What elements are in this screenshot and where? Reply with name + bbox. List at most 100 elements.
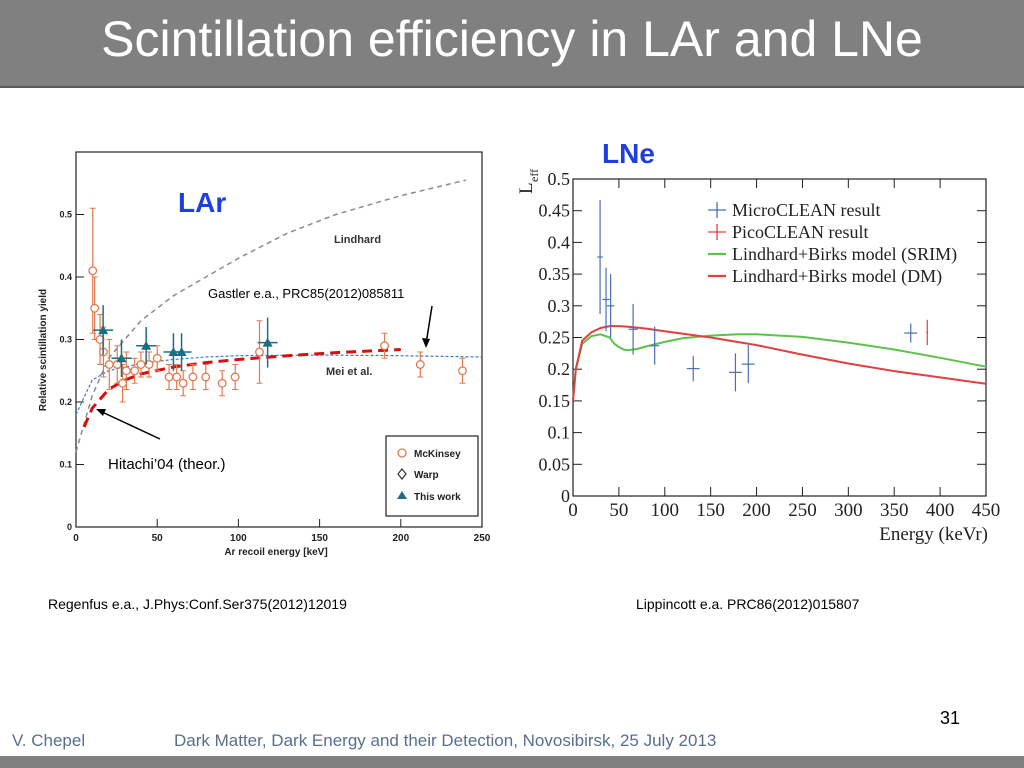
legend-warp: Warp: [414, 470, 439, 481]
lne-legend-entry: Lindhard+Birks model (SRIM): [732, 244, 957, 265]
lne-y-axis-label: L eff: [516, 169, 541, 194]
lar-y-tick-label: 0.2: [59, 397, 72, 407]
lne-y-tick-label: 0.35: [539, 264, 571, 284]
lne-x-tick-label: 0: [568, 500, 578, 521]
mckinsey-point: [144, 360, 154, 369]
lne-x-axis-label: Energy (keVr): [879, 524, 988, 545]
lne-x-tick-label: 50: [609, 500, 628, 521]
lar-curve-gastler: [82, 348, 401, 428]
lar-y-tick-label: 0: [67, 522, 72, 532]
mckinsey-point: [152, 353, 162, 363]
legend-mckinsey: McKinsey: [414, 449, 461, 460]
lar-points: [88, 207, 467, 403]
lar-curves: [75, 179, 483, 453]
slide-title: Scintillation efficiency in LAr and LNe: [101, 11, 923, 67]
mckinsey-point: [172, 372, 182, 382]
lne-curves: [572, 325, 987, 401]
lne-x-tick-label: 300: [834, 500, 863, 521]
lindhard-annotation: Lindhard: [334, 234, 381, 246]
lar-x-tick-label: 0: [73, 533, 79, 544]
legend-warp-marker: [397, 468, 407, 480]
lne-legend-entry: PicoCLEAN result: [732, 222, 869, 242]
lar-y-tick-label: 0.3: [59, 335, 72, 345]
thiswork-point: [262, 337, 273, 347]
mckinsey-point: [118, 378, 128, 388]
caption-left: Regenfus e.a., J.Phys:Conf.Ser375(2012)1…: [48, 596, 347, 612]
mckinsey-point: [255, 347, 264, 357]
lne-y-tick-label: 0.05: [539, 454, 571, 474]
mckinsey-point: [230, 372, 240, 382]
svg-text:eff: eff: [527, 169, 541, 182]
lar-chart: 0 50 100 150 200 250 0 0.1 0.2 0.3 0.4 0.5 LAr Lind…: [38, 151, 491, 558]
mckinsey-point: [130, 366, 140, 376]
mckinsey-point: [90, 303, 100, 313]
hitachi-arrow: [101, 411, 161, 440]
mckinsey-point: [178, 378, 188, 388]
thiswork-point: [98, 325, 109, 335]
lne-x-tick-label: 100: [651, 500, 680, 521]
lar-y-axis-label: Relative scintillation yield: [38, 289, 49, 411]
lne-x-tick-label: 450: [972, 500, 1000, 521]
thiswork-point: [176, 347, 187, 356]
mckinsey-point: [415, 360, 425, 369]
lar-x-tick-label: 50: [152, 533, 164, 544]
lne-label: LNe: [602, 138, 655, 169]
mckinsey-point: [201, 372, 211, 382]
lne-y-tick-label: 0.1: [548, 423, 571, 443]
gastler-arrow: [425, 305, 433, 345]
lne-y-tick-label: 0.4: [548, 232, 571, 252]
mckinsey-point: [380, 341, 390, 351]
lne-curve-srim: [572, 333, 987, 401]
gastler-arrowhead: [422, 338, 430, 348]
lne-legend-entry: MicroCLEAN result: [732, 200, 880, 220]
lne-x-tick-label: 200: [742, 500, 771, 521]
lar-x-tick-label: 100: [230, 533, 247, 544]
footer-event: Dark Matter, Dark Energy and their Detec…: [174, 731, 717, 750]
lne-y-tick-label: 0.3: [548, 296, 571, 316]
lar-x-tick-label: 200: [392, 533, 409, 544]
lne-y-tick-label: 0: [561, 486, 570, 506]
lne-y-tick-label: 0.2: [548, 359, 571, 379]
bottom-bar: [0, 756, 1024, 768]
hitachi-annotation: Hitachi’04 (theor.): [108, 456, 226, 473]
lar-x-tick-label: 250: [474, 533, 491, 544]
slide-number: 31: [940, 708, 961, 728]
lne-axes: 0 50 100 150 200 250 300 350 400 450 0 0.05 0.1 0.15 0…: [539, 169, 1001, 521]
lar-curve-mei-et-al-: [75, 354, 483, 415]
mckinsey-point: [104, 360, 114, 369]
mckinsey-point: [121, 366, 131, 376]
title-bar: Scintillation efficiency in LAr and LNe: [0, 0, 1024, 88]
svg-text:L: L: [516, 182, 537, 194]
lne-chart: 0 50 100 150 200 250 300 350 400 450 0 0.05 0.1 0.15 0…: [516, 138, 1001, 545]
thiswork-point: [116, 353, 127, 363]
mei-annotation: Mei et al.: [326, 366, 372, 378]
thiswork-point: [141, 340, 152, 350]
lar-x-tick-label: 150: [311, 533, 328, 544]
lar-x-axis-label: Ar recoil energy [keV]: [224, 547, 327, 558]
lne-y-tick-label: 0.25: [539, 328, 571, 348]
mckinsey-point: [217, 378, 227, 388]
caption-right: Lippincott e.a. PRC86(2012)015807: [636, 596, 860, 612]
lar-y-tick-label: 0.4: [59, 272, 72, 282]
lar-y-tick-label: 0.1: [59, 460, 72, 470]
mckinsey-point: [188, 372, 198, 382]
mckinsey-point: [458, 366, 467, 376]
mckinsey-point: [136, 360, 146, 369]
lne-x-tick-label: 150: [696, 500, 725, 521]
lne-y-tick-label: 0.15: [539, 391, 571, 411]
legend-mckinsey-marker: [397, 448, 407, 458]
lne-curve-dm: [572, 325, 987, 401]
lne-x-tick-label: 350: [880, 500, 909, 521]
lne-y-tick-label: 0.5: [548, 169, 571, 189]
lar-legend: McKinsey Warp This work: [385, 435, 479, 517]
lne-legend-entry: Lindhard+Birks model (DM): [732, 266, 942, 287]
lne-points: [597, 199, 929, 392]
lne-x-tick-label: 250: [788, 500, 817, 521]
lne-y-tick-label: 0.45: [539, 201, 571, 221]
mckinsey-point: [88, 266, 98, 276]
hitachi-arrowhead: [96, 409, 106, 416]
legend-thiswork-marker: [397, 491, 407, 499]
lar-curve-lindhard: [75, 179, 466, 453]
mckinsey-point: [164, 372, 174, 382]
